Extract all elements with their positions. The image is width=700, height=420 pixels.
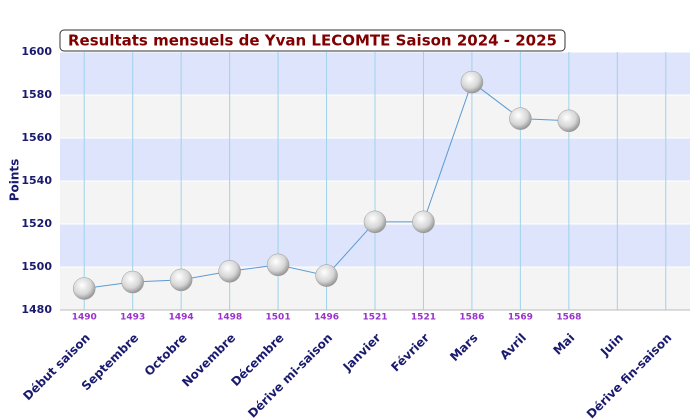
x-tick-label: Dérive mi-saison [245,331,335,420]
data-label: 1569 [508,313,533,323]
x-tick-label: Dérive fin-saison [584,331,674,420]
y-tick-label: 1520 [21,217,52,230]
data-label: 1496 [314,313,339,323]
y-tick-label: 1560 [21,131,52,144]
y-tick-label: 1500 [21,260,52,273]
data-point [412,210,435,234]
data-label: 1501 [266,313,291,323]
data-point [460,70,484,94]
data-label: 1521 [362,313,387,323]
x-tick-label: Mai [550,331,577,358]
y-tick-label: 1580 [21,88,52,101]
data-point [121,270,144,294]
y-axis-label: Points [8,159,22,202]
data-label: 1586 [459,313,484,323]
x-tick-label: Début saison [20,331,92,403]
x-tick-label: Février [388,331,432,375]
x-tick-label: Janvier [340,331,384,375]
data-point [315,264,338,287]
data-label: 1498 [217,313,242,323]
x-tick-label: Avril [497,331,529,363]
x-tick-label: Octobre [142,331,190,379]
y-tick-label: 1600 [21,45,52,58]
data-point [557,109,581,133]
data-label: 1493 [120,313,145,323]
y-tick-label: 1480 [21,303,52,316]
data-point [509,107,532,130]
data-point [72,277,96,300]
data-point [266,253,290,277]
data-label: 1568 [556,313,581,323]
y-tick-label: 1540 [21,174,52,187]
data-point [169,268,193,292]
data-point [218,260,241,283]
x-tick-label: Mars [447,331,480,364]
plot-area: 1480 1500 1520 1540 1560 1580 1600 Début saison… [20,45,690,420]
title-box [59,29,566,52]
chart-title: Resultats mensuels de Yvan LECOMTE Saiso… [68,32,557,50]
data-label: 1494 [169,313,194,323]
data-point [363,210,387,234]
x-tick-label: Juin [597,331,626,360]
data-label: 1521 [411,313,436,323]
data-label: 1490 [72,313,97,323]
